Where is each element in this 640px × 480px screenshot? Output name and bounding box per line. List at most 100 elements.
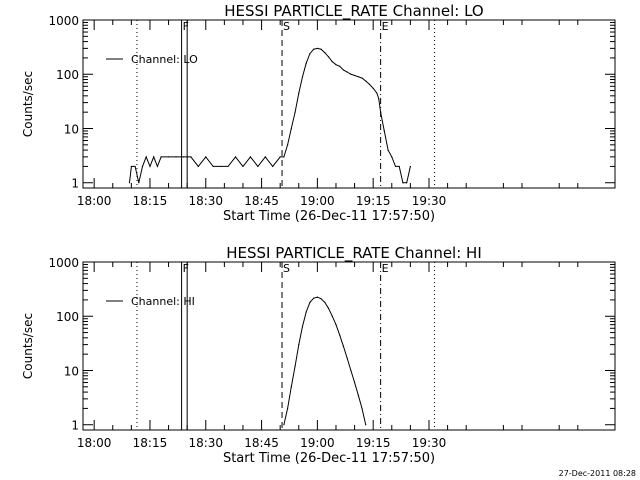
panel2-series-point — [309, 301, 311, 303]
panel1-series-point — [130, 165, 132, 168]
panel1-plot-frame — [82, 19, 616, 189]
panel1-series-point — [406, 182, 408, 184]
panel1-series-point — [320, 48, 322, 50]
panel2-x-axis-label: Start Time (26-Dec-11 17:57:50) — [223, 451, 435, 466]
panel2-y-tick-label-4: 1000 — [48, 256, 79, 270]
panel2-series-point — [313, 297, 315, 299]
panel2-series-point — [327, 307, 330, 309]
panel2-series-point — [294, 365, 296, 367]
panel1-series-point — [272, 165, 274, 168]
panel1-marker-label-e: E — [382, 20, 389, 33]
panel1-series-point — [402, 182, 404, 184]
panel1-y-axis-label: Counts/sec — [21, 71, 35, 137]
panel1-series-point — [387, 149, 389, 151]
panel1-x-tick-label-4: 18:45 — [244, 194, 279, 208]
panel1-series-point — [190, 156, 192, 158]
panel1-x-tick-label-6: 19:15 — [356, 194, 391, 208]
panel1-series-point — [242, 165, 244, 168]
panel1-series-point — [264, 156, 266, 158]
panel1-marker-label-s: S — [283, 20, 290, 33]
panel1-series-point — [145, 156, 147, 158]
panel2-chart-title: HESSI PARTICLE_RATE Channel: HI — [226, 244, 482, 263]
panel1-series-point — [316, 47, 318, 49]
panel2-series-point — [320, 298, 322, 300]
panel2-marker-label-e: E — [382, 262, 389, 275]
panel1-series-point — [153, 156, 155, 158]
panel1-series-point — [205, 156, 207, 158]
panel1-legend-label: Channel: LO — [131, 53, 198, 66]
panel1-series-point — [234, 156, 237, 158]
panel1-series-point — [391, 156, 393, 158]
panel1-series-point — [134, 165, 136, 168]
panel1-x-tick-label-1: 18:00 — [77, 194, 112, 208]
panel1-series-point — [331, 61, 333, 63]
panel1-x-tick-label-7: 19:30 — [412, 194, 447, 208]
panel2-series-point — [357, 394, 359, 396]
panel2-series-point — [298, 344, 300, 346]
panel2-series-point — [305, 311, 307, 313]
panel1-series-point — [313, 48, 315, 50]
panel1-series-line-1 — [129, 47, 411, 184]
panel1-y-tick-label-3: 100 — [56, 68, 79, 82]
panel2-series-point — [365, 424, 367, 426]
panel2-series-point — [335, 324, 337, 326]
panel2-x-tick-label-3: 18:30 — [188, 436, 223, 450]
panel1-series-point — [368, 83, 371, 85]
panel2-series-point — [339, 334, 341, 336]
panel2-series-point — [316, 296, 318, 298]
panel1-series-point — [350, 73, 352, 75]
panel2-series-point — [301, 325, 304, 327]
panel2-marker-label-f: F — [183, 262, 189, 275]
panel2-series-point — [350, 369, 352, 372]
panel1-series-point — [301, 76, 304, 78]
panel2-series-point — [353, 381, 356, 384]
panel2-series-point — [346, 357, 348, 359]
panel2-x-tick-label-6: 19:15 — [356, 436, 391, 450]
panel2-series-line-1 — [283, 296, 367, 425]
panel1-series-point — [383, 130, 385, 132]
panel1-series-point — [327, 56, 330, 58]
panel2-x-tick-label-5: 19:00 — [300, 436, 335, 450]
timestamp-label: 27-Dec-2011 08:28 — [559, 469, 636, 478]
panel1-series-point — [197, 165, 199, 168]
panel1-series-point — [290, 127, 292, 130]
panel2-legend-label: Channel: HI — [131, 295, 195, 308]
panel1-series-point — [342, 69, 345, 71]
panel1-y-tick-label-4: 1000 — [48, 14, 79, 28]
panel1-series-point — [365, 80, 367, 82]
panel1-x-tick-label-2: 18:15 — [133, 194, 168, 208]
panel1-series-point — [305, 62, 307, 64]
panel1-series-point — [249, 156, 252, 158]
panel1-series-point — [279, 156, 281, 158]
panel2-series-point — [290, 386, 292, 388]
panel1-chart-title: HESSI PARTICLE_RATE Channel: LO — [224, 2, 483, 21]
panel1-marker-label-f: F — [183, 20, 189, 33]
panel1-y-tick-label-2: 10 — [64, 122, 79, 136]
panel2-x-tick-label-7: 19:30 — [412, 436, 447, 450]
panel1-series-point — [309, 53, 311, 55]
panel1-series-point — [141, 165, 144, 168]
panel2-y-tick-label-2: 10 — [64, 364, 79, 378]
panel1-series-point — [324, 52, 326, 54]
panel2-x-tick-label-1: 18:00 — [77, 436, 112, 450]
panel1-series-point — [167, 156, 170, 158]
panel2-series-point — [287, 407, 289, 410]
panel1-series-point — [227, 165, 229, 168]
panel1-series-point — [298, 92, 300, 94]
panel1-series-point — [357, 76, 359, 78]
panel2-series-point — [342, 345, 345, 347]
panel1-series-point — [182, 156, 185, 158]
panel1-series-point — [175, 156, 177, 158]
panel1-series-point — [353, 74, 356, 77]
panel1-series-point — [287, 144, 289, 146]
panel1-series-point — [398, 165, 400, 168]
panel1-series-point — [212, 165, 214, 168]
panel1-series-point — [339, 65, 341, 67]
panel1-series-point — [380, 111, 382, 113]
panel1-series-point — [220, 165, 222, 168]
panel1-series-point — [149, 165, 151, 168]
panel1-series-point — [294, 111, 296, 113]
panel1-series-point — [160, 156, 162, 158]
panel2-series-point — [283, 424, 285, 426]
